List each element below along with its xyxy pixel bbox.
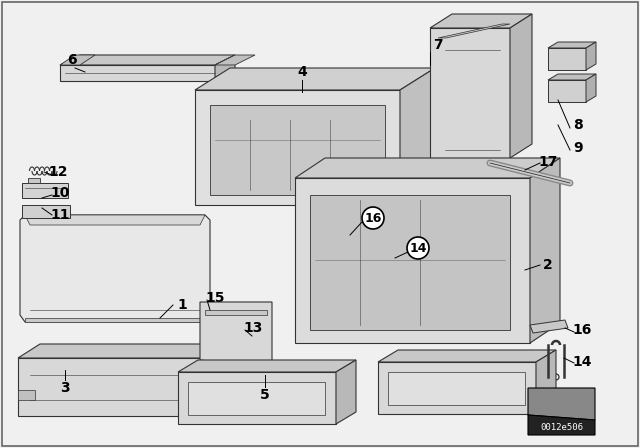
Polygon shape	[22, 205, 70, 218]
Circle shape	[554, 56, 562, 64]
Polygon shape	[22, 183, 68, 198]
Polygon shape	[586, 74, 596, 102]
Polygon shape	[295, 178, 530, 343]
Text: 9: 9	[573, 141, 583, 155]
Polygon shape	[18, 344, 228, 358]
Polygon shape	[205, 310, 267, 315]
Circle shape	[250, 322, 254, 326]
Text: 11: 11	[51, 208, 70, 222]
Text: 14: 14	[409, 241, 427, 254]
Polygon shape	[28, 178, 40, 183]
Polygon shape	[528, 388, 595, 420]
Text: 10: 10	[51, 186, 70, 200]
Circle shape	[362, 207, 384, 229]
Circle shape	[407, 237, 429, 259]
Polygon shape	[430, 28, 510, 158]
Text: 4: 4	[297, 65, 307, 79]
Polygon shape	[215, 55, 235, 81]
Text: 5: 5	[260, 388, 270, 402]
Circle shape	[500, 280, 520, 300]
Polygon shape	[536, 350, 556, 414]
Text: 16: 16	[572, 323, 592, 337]
Polygon shape	[548, 48, 586, 70]
Polygon shape	[206, 344, 228, 416]
Text: 2: 2	[543, 258, 553, 272]
Polygon shape	[178, 360, 356, 372]
Polygon shape	[195, 90, 400, 205]
Polygon shape	[548, 42, 596, 48]
Polygon shape	[336, 360, 356, 424]
Polygon shape	[548, 74, 596, 80]
Polygon shape	[528, 415, 595, 435]
Polygon shape	[188, 382, 325, 415]
Polygon shape	[310, 195, 510, 330]
Polygon shape	[195, 68, 435, 90]
Text: 17: 17	[538, 155, 557, 169]
Polygon shape	[378, 362, 536, 414]
Polygon shape	[60, 55, 95, 65]
Polygon shape	[510, 14, 532, 158]
Polygon shape	[18, 358, 206, 416]
Text: 1: 1	[177, 298, 187, 312]
Polygon shape	[586, 42, 596, 70]
Polygon shape	[200, 302, 272, 368]
Polygon shape	[400, 68, 435, 205]
Text: 14: 14	[572, 355, 592, 369]
Polygon shape	[430, 14, 532, 28]
Polygon shape	[178, 372, 336, 424]
Polygon shape	[60, 55, 235, 65]
Text: 12: 12	[48, 165, 68, 179]
Polygon shape	[548, 80, 586, 102]
Polygon shape	[25, 215, 205, 225]
Text: 8: 8	[573, 118, 583, 132]
Polygon shape	[438, 24, 510, 38]
Text: 7: 7	[433, 38, 443, 52]
Polygon shape	[530, 158, 560, 343]
Text: 6: 6	[67, 53, 77, 67]
Polygon shape	[210, 105, 385, 195]
Polygon shape	[295, 158, 560, 178]
Text: 16: 16	[364, 211, 381, 224]
Polygon shape	[18, 390, 35, 400]
Polygon shape	[25, 318, 205, 322]
Polygon shape	[60, 65, 215, 81]
Polygon shape	[530, 320, 568, 333]
Text: 0012e506: 0012e506	[541, 422, 584, 431]
Polygon shape	[215, 55, 255, 65]
Polygon shape	[388, 372, 525, 405]
Text: 13: 13	[243, 321, 262, 335]
Polygon shape	[20, 215, 210, 322]
Polygon shape	[378, 350, 556, 362]
Text: 15: 15	[205, 291, 225, 305]
Text: 3: 3	[60, 381, 70, 395]
